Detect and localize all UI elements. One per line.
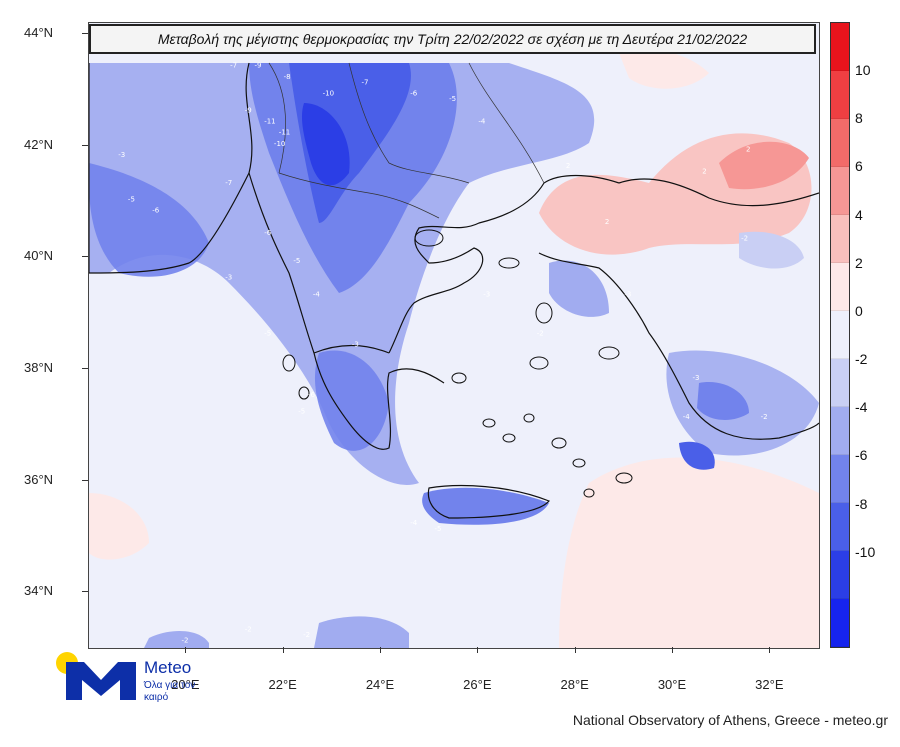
field-value-label: -3	[225, 274, 232, 282]
latitude-tick	[82, 33, 88, 35]
colorbar-label: -10	[855, 543, 876, 560]
latitude-tick	[82, 591, 88, 593]
longitude-label: 26°E	[463, 677, 492, 692]
field-value-label: -3	[118, 151, 125, 159]
field-value-label: -5	[449, 95, 456, 103]
latitude-label: 40°N	[24, 248, 54, 264]
field-value-label: 2	[605, 218, 609, 226]
map-title: Μεταβολή της μέγιστης θερμοκρασίας την Τ…	[89, 24, 816, 54]
field-value-label: -4	[313, 290, 321, 298]
logo-slogan: Όλα για τον καιρό	[144, 680, 196, 703]
field-value-label: -2	[181, 636, 188, 644]
field-value-label: -3	[352, 341, 359, 349]
longitude-label: 22°E	[268, 677, 297, 692]
field-value-label: -7	[225, 179, 232, 187]
field-value-label: -11	[279, 129, 290, 137]
field-value-label: -6	[152, 207, 160, 215]
field-value-label: -2	[761, 413, 768, 421]
meteo-logo[interactable]: Meteo Όλα για τον καιρό	[56, 652, 206, 712]
colorbar-label: 8	[855, 110, 863, 127]
field-value-label: -6	[264, 229, 272, 237]
latitude-label: 38°N	[24, 359, 54, 375]
colorbar-segment	[831, 551, 849, 599]
longitude-tick	[672, 647, 673, 653]
field-value-label: -5	[293, 257, 300, 265]
field-value-label: 2	[566, 162, 570, 170]
colorbar-label: 10	[855, 62, 871, 79]
colorbar-label: 4	[855, 206, 863, 223]
latitude-label: 42°N	[24, 136, 54, 152]
field-value-label: -2	[537, 330, 544, 338]
field-value-label: -3	[692, 374, 699, 382]
colorbar-segment	[831, 71, 849, 119]
map-canvas: -9 -7 -8 -10 -11 -11 -10 -9 -7 -6 -5 -4 -3 -5 -6 -7 -6 -5…	[89, 23, 819, 648]
field-value-label: -3	[483, 290, 490, 298]
field-value-label: -9	[254, 62, 261, 70]
field-value-label: -4	[478, 117, 486, 125]
longitude-label: 24°E	[365, 677, 395, 692]
latitude-tick	[82, 256, 88, 258]
colorbar-segment	[831, 215, 849, 263]
field-value-label: 2	[746, 145, 750, 153]
colorbar-segment	[831, 119, 849, 167]
field-value-label: -4	[410, 519, 418, 527]
field-value-label: -8	[284, 73, 291, 81]
colorbar-segment	[831, 455, 849, 503]
longitude-label: 20°E	[171, 677, 200, 692]
colorbar-label: -6	[855, 447, 868, 464]
field-value-label: -5	[435, 525, 442, 533]
field-value-label: -4	[683, 413, 691, 421]
field-value-label: -2	[303, 631, 310, 639]
field-value-label: -6	[308, 391, 316, 399]
longitude-tick	[380, 647, 381, 653]
longitude-label: 30°E	[657, 677, 687, 692]
colorbar-segment	[831, 167, 849, 215]
colorbar-label: -4	[855, 399, 868, 416]
field-value-label: -6	[410, 90, 418, 98]
map-area[interactable]: -9 -7 -8 -10 -11 -11 -10 -9 -7 -6 -5 -4 -3 -5 -6 -7 -6 -5…	[88, 22, 820, 649]
field-value-label: -5	[264, 330, 271, 338]
field-value-label: 2	[702, 168, 706, 176]
longitude-tick	[282, 647, 284, 653]
longitude-tick	[574, 647, 576, 653]
field-value-label: -10	[323, 90, 334, 98]
colorbar-segment	[831, 263, 849, 311]
field-value-label: -2	[245, 625, 252, 633]
field-value-label: -2	[741, 235, 748, 243]
field-value-label: -3	[624, 290, 631, 298]
logo-name: Meteo	[144, 658, 192, 677]
colorbar-label: -2	[855, 351, 868, 368]
latitude-label: 34°N	[24, 583, 54, 599]
colorbar-segment	[831, 359, 849, 407]
colorbar-segment	[831, 407, 849, 455]
latitude-tick	[82, 479, 88, 481]
colorbar	[830, 22, 850, 648]
colorbar-label: 0	[855, 302, 863, 319]
field-value-label: -7	[230, 62, 237, 70]
colorbar-segment	[831, 599, 849, 647]
longitude-label: 28°E	[560, 677, 589, 692]
longitude-tick	[477, 647, 479, 653]
field-value-label: -5	[298, 408, 305, 416]
latitude-tick	[82, 367, 88, 369]
longitude-label: 32°E	[755, 677, 784, 692]
colorbar-segment	[831, 311, 849, 359]
field-value-label: -9	[245, 106, 252, 114]
colorbar-label: 2	[855, 254, 863, 271]
longitude-tick	[769, 647, 771, 653]
latitude-label: 44°N	[24, 25, 54, 41]
colorbar-label: 6	[855, 158, 863, 175]
colorbar-segment	[831, 503, 849, 551]
latitude-label: 36°N	[24, 471, 54, 487]
logo-m-icon	[66, 662, 136, 700]
field-value-label: -5	[128, 196, 135, 204]
field-value-label: -10	[274, 140, 285, 148]
longitude-tick	[185, 647, 187, 653]
colorbar-label: -8	[855, 495, 868, 512]
colorbar-segment	[831, 23, 849, 71]
field-value-label: -11	[264, 117, 275, 125]
latitude-tick	[82, 144, 88, 146]
footer-credit: National Observatory of Athens, Greece -…	[572, 712, 888, 728]
field-value-label: -7	[362, 78, 369, 86]
